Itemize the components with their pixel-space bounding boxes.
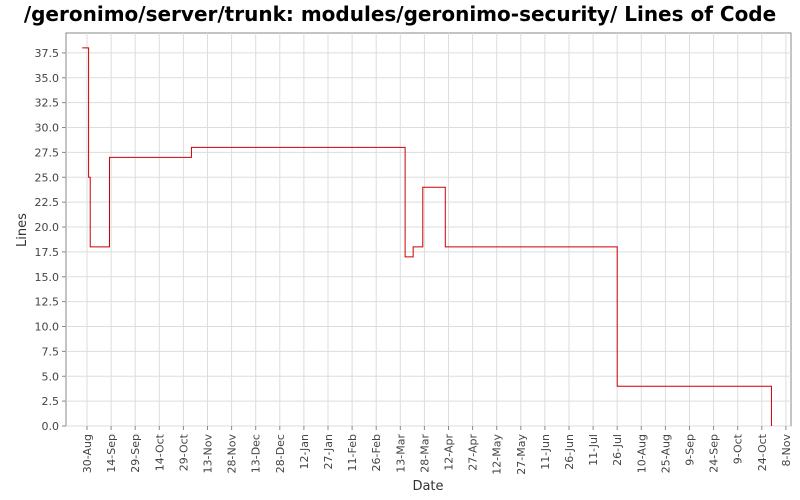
x-tick-label: 11-Jun [539, 434, 552, 470]
x-tick-label: 27-Jan [322, 434, 335, 470]
x-tick-label: 24-Oct [756, 433, 769, 471]
grid-lines [66, 33, 791, 427]
y-tick-label: 20.0 [35, 221, 60, 234]
x-tick-label: 12-Jan [298, 434, 311, 470]
y-tick-label: 0.0 [42, 420, 60, 433]
x-tick-label: 11-Jul [587, 434, 600, 466]
plot-area [65, 32, 792, 427]
y-tick-label: 32.5 [35, 97, 60, 110]
x-tick-label: 14-Sep [105, 434, 118, 473]
y-tick-label: 10.0 [35, 321, 60, 334]
x-tick-label: 28-Nov [226, 434, 239, 474]
x-tick-label: 13-Dec [250, 434, 263, 473]
x-axis-ticks: 30-Aug 14-Sep 29-Sep 14-Oct 29-Oct 13-Nov 28-N… [81, 426, 793, 475]
x-tick-label: 27-May [515, 434, 528, 475]
x-tick-label: 9-Sep [684, 434, 697, 466]
x-tick-label: 28-Mar [418, 434, 431, 473]
x-tick-label: 12-Apr [443, 434, 456, 471]
y-axis-ticks: 0.0 2.5 5.0 7.5 10.0 12.5 15.0 17.5 20.0 22.5 25.0… [35, 47, 66, 433]
x-tick-label: 29-Oct [177, 433, 190, 471]
y-tick-label: 2.5 [42, 395, 60, 408]
y-tick-label: 37.5 [35, 47, 60, 60]
x-tick-label: 27-Apr [467, 434, 480, 471]
x-tick-label: 14-Oct [153, 433, 166, 471]
x-tick-label: 11-Feb [346, 434, 359, 471]
x-tick-label: 26-Jun [563, 434, 576, 470]
x-tick-label: 29-Sep [129, 434, 142, 473]
y-tick-label: 12.5 [35, 296, 60, 309]
y-tick-label: 17.5 [35, 246, 60, 259]
y-tick-label: 35.0 [35, 72, 60, 85]
x-tick-label: 30-Aug [81, 434, 94, 473]
series-layer [82, 47, 772, 426]
x-tick-label: 26-Feb [370, 434, 383, 471]
x-tick-label: 9-Oct [732, 433, 745, 464]
y-tick-label: 27.5 [35, 146, 60, 159]
y-tick-label: 22.5 [35, 196, 60, 209]
x-tick-label: 24-Sep [708, 434, 721, 473]
x-tick-label: 26-Jul [611, 434, 624, 466]
x-tick-label: 10-Aug [635, 434, 648, 473]
y-tick-label: 25.0 [35, 171, 60, 184]
x-tick-label: 12-May [491, 434, 504, 475]
x-tick-label: 25-Aug [659, 434, 672, 473]
y-axis-label: Lines [15, 213, 30, 247]
chart-title: /geronimo/server/trunk: modules/geronimo… [23, 2, 777, 26]
x-tick-label: 13-Nov [202, 434, 215, 474]
y-tick-label: 5.0 [42, 370, 60, 383]
y-tick-label: 7.5 [42, 345, 60, 358]
series-line [82, 47, 772, 426]
y-tick-label: 15.0 [35, 271, 60, 284]
y-tick-label: 30.0 [35, 122, 60, 135]
x-tick-label: 8-Nov [780, 434, 793, 467]
x-axis-label: Date [412, 479, 443, 494]
x-tick-label: 13-Mar [394, 434, 407, 473]
x-tick-label: 28-Dec [274, 434, 287, 473]
